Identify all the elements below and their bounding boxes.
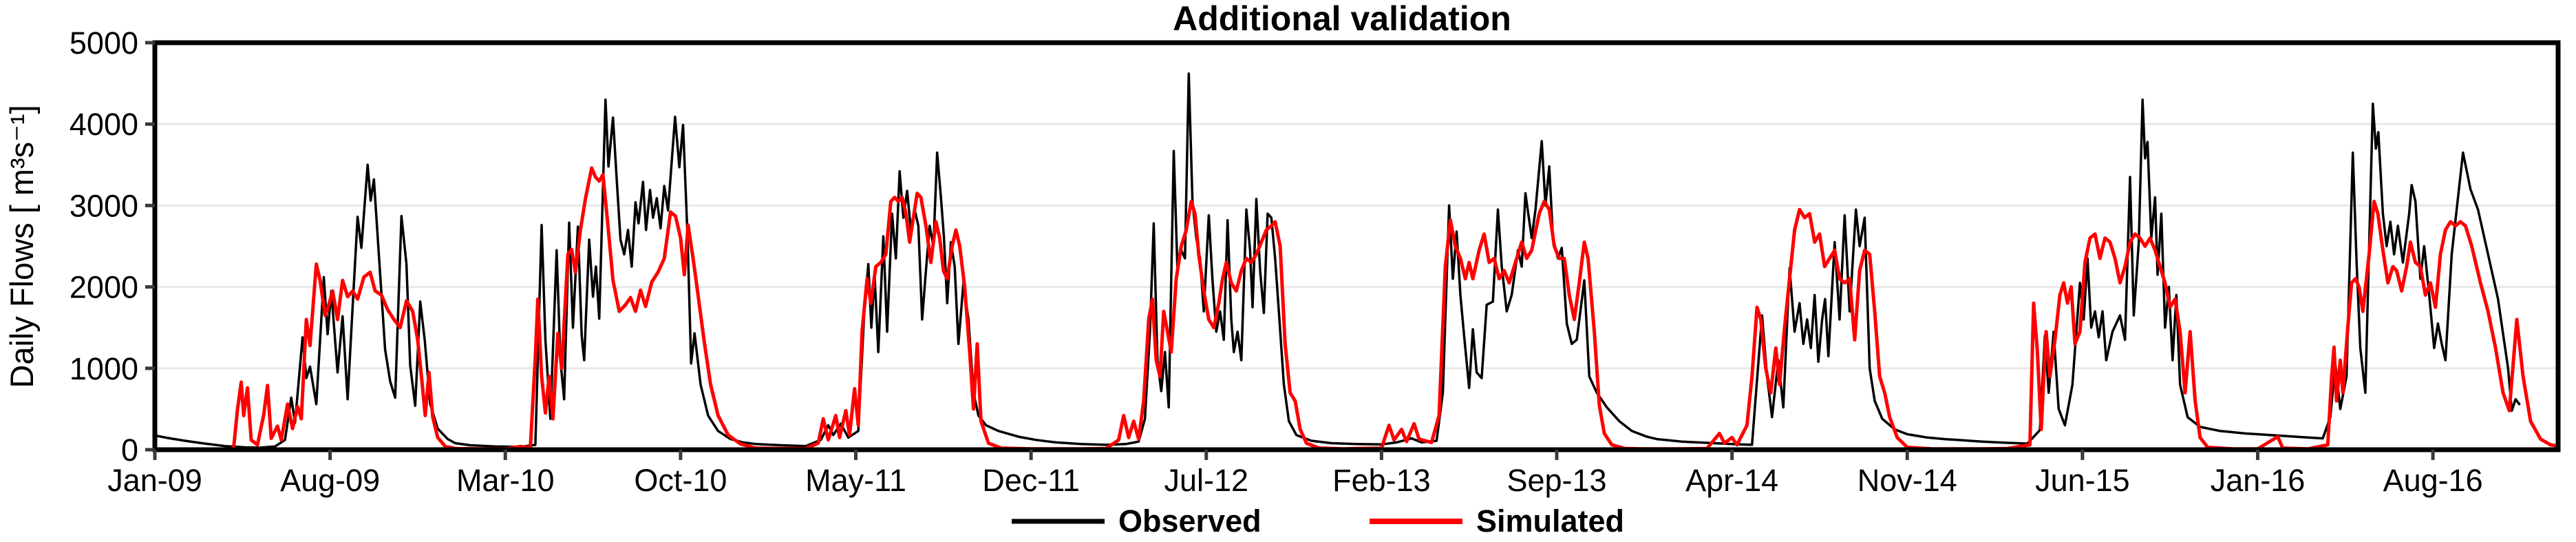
legend-observed-label: Observed — [1118, 503, 1262, 539]
x-tick-label-Jan-16: Jan-16 — [2211, 463, 2306, 498]
y-tick-label-5000: 5000 — [70, 25, 138, 61]
gridlines — [155, 123, 2558, 370]
x-tick-label-Jun-15: Jun-15 — [2035, 463, 2130, 498]
y-tick-label-3000: 3000 — [70, 188, 138, 223]
x-tick-labels: Jan-09 Aug-09 Mar-10 Oct-10 May-11 Dec-11 Jul-… — [107, 463, 2482, 498]
x-tick-label-Jul-12: Jul-12 — [1164, 463, 1248, 498]
axis-ticks — [145, 41, 2435, 460]
x-tick-label-Apr-14: Apr-14 — [1685, 463, 1778, 498]
x-tick-label-Oct-10: Oct-10 — [634, 463, 727, 498]
plot-frame — [152, 40, 2561, 452]
x-tick-label-Jan-09: Jan-09 — [107, 463, 202, 498]
legend: Observed Simulated — [1012, 503, 1624, 539]
y-tick-label-2000: 2000 — [70, 270, 138, 305]
plot-border — [152, 40, 2561, 452]
x-tick-label-May-11: May-11 — [805, 463, 906, 498]
x-tick-label-Nov-14: Nov-14 — [1858, 463, 1957, 498]
x-tick-label-Aug-09: Aug-09 — [280, 463, 380, 498]
y-tick-label-1000: 1000 — [70, 351, 138, 386]
y-tick-label-0: 0 — [121, 432, 138, 468]
y-tick-labels: 0 1000 2000 3000 4000 5000 — [70, 25, 138, 468]
x-tick-label-Mar-10: Mar-10 — [456, 463, 555, 498]
legend-simulated-label: Simulated — [1476, 503, 1624, 539]
chart-title: Additional validation — [1173, 0, 1511, 38]
x-tick-label-Sep-13: Sep-13 — [1507, 463, 1606, 498]
simulated-line — [228, 166, 2560, 452]
series-lines — [153, 72, 2560, 452]
observed-line — [153, 72, 2521, 449]
x-tick-label-Aug-16: Aug-16 — [2383, 463, 2483, 498]
y-axis-label: Daily Flows [ m³s⁻¹] — [3, 105, 40, 388]
x-tick-label-Dec-11: Dec-11 — [982, 463, 1080, 498]
y-tick-label-4000: 4000 — [70, 107, 138, 142]
x-tick-label-Feb-13: Feb-13 — [1332, 463, 1431, 498]
